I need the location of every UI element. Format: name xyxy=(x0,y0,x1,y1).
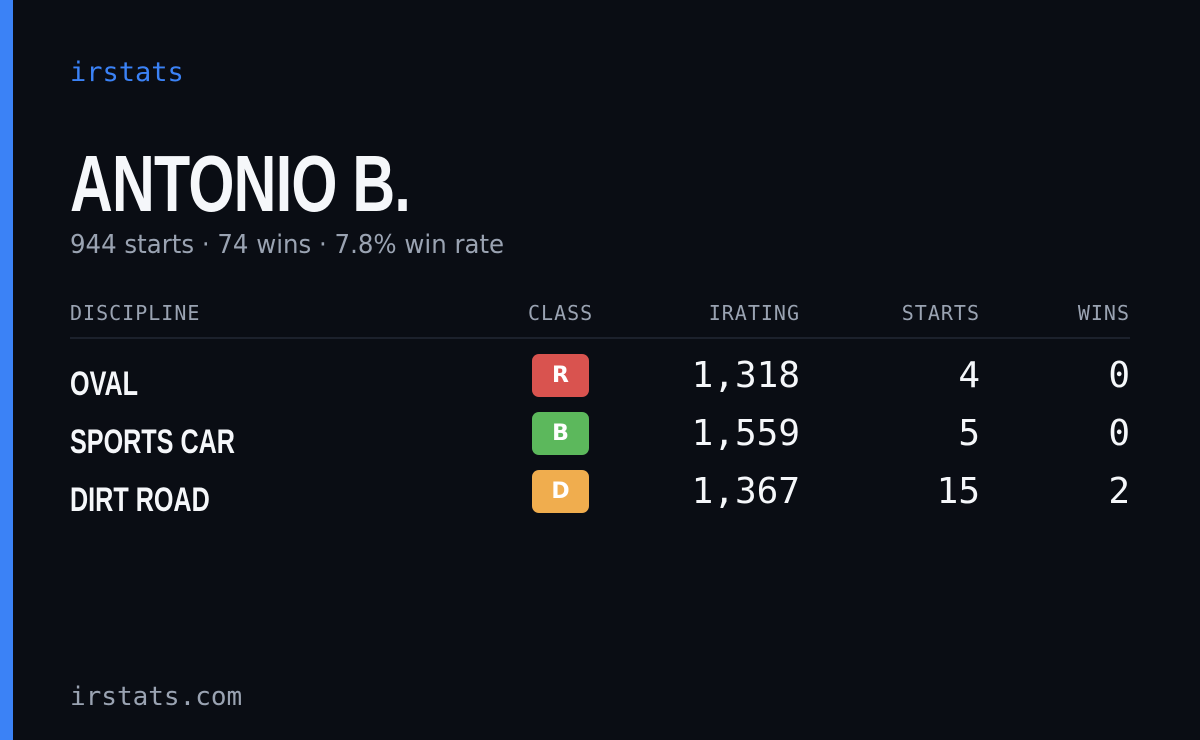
discipline-name: DIRT ROAD xyxy=(70,481,210,519)
table-row: OVAL R 1,318 4 0 xyxy=(70,350,1130,408)
header-wins: WINS xyxy=(1077,301,1130,325)
class-badge: R xyxy=(532,354,589,397)
wins-value: 2 xyxy=(1108,471,1130,512)
header-class: CLASS xyxy=(528,301,594,325)
table-header: DISCIPLINE CLASS IRATING STARTS WINS xyxy=(70,296,1130,339)
discipline-name: OVAL xyxy=(70,365,139,403)
starts-value: 4 xyxy=(958,355,980,396)
irating-value: 1,559 xyxy=(691,413,800,454)
header-discipline: DISCIPLINE xyxy=(70,301,201,325)
table-row: SPORTS CAR B 1,559 5 0 xyxy=(70,408,1130,466)
starts-value: 15 xyxy=(936,471,980,512)
header-irating: IRATING xyxy=(708,301,800,325)
class-badge: D xyxy=(532,470,589,513)
discipline-name: SPORTS CAR xyxy=(70,423,235,461)
discipline-table: DISCIPLINE CLASS IRATING STARTS WINS OVA… xyxy=(70,296,1130,519)
header-starts: STARTS xyxy=(901,301,980,325)
accent-bar xyxy=(0,0,13,740)
driver-name: ANTONIO B. xyxy=(70,139,411,228)
driver-summary: 944 starts · 74 wins · 7.8% win rate xyxy=(70,230,505,260)
irating-value: 1,367 xyxy=(691,471,800,512)
brand-logo: irstats xyxy=(70,57,184,88)
wins-value: 0 xyxy=(1108,413,1130,454)
irating-value: 1,318 xyxy=(691,355,800,396)
class-badge: B xyxy=(532,412,589,455)
table-body: OVAL R 1,318 4 0 SPORTS CAR B 1,559 5 0 … xyxy=(70,350,1130,524)
wins-value: 0 xyxy=(1108,355,1130,396)
starts-value: 5 xyxy=(958,413,980,454)
footer-url: irstats.com xyxy=(70,682,243,712)
table-row: DIRT ROAD D 1,367 15 2 xyxy=(70,466,1130,524)
